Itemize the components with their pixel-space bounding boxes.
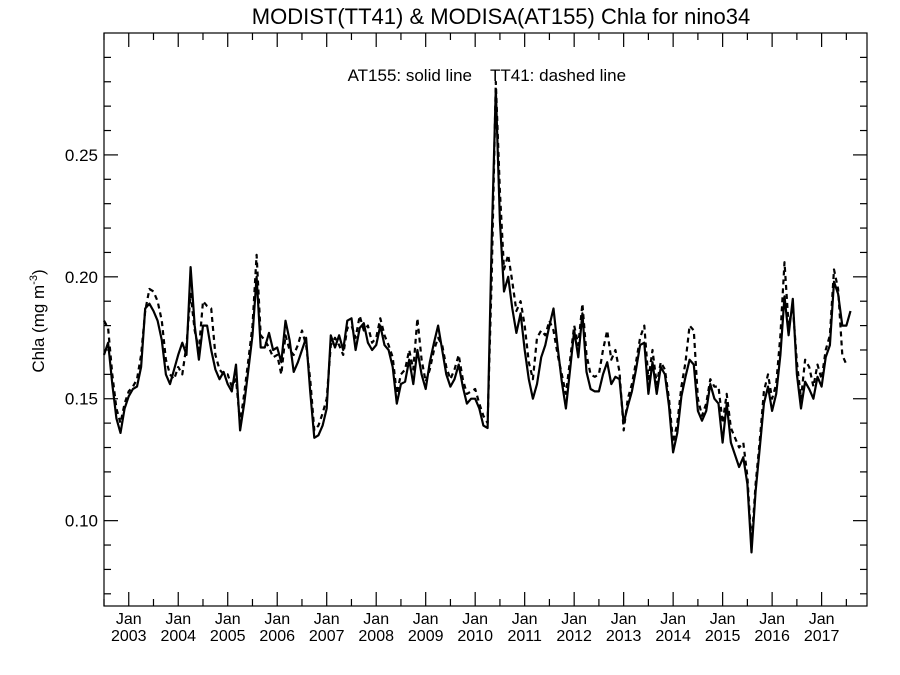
- series-layer: [102, 80, 852, 554]
- x-tick-label-month: Jan: [215, 611, 241, 628]
- x-tick-label-year: 2009: [408, 628, 444, 645]
- x-tick-label-year: 2006: [259, 628, 295, 645]
- y-tick-label: 0.25: [65, 146, 98, 165]
- series-line-tt41: [103, 80, 848, 547]
- y-tick-label: 0.20: [65, 268, 98, 287]
- x-tick-label-month: Jan: [611, 611, 637, 628]
- plot-frame: [103, 32, 868, 607]
- x-tick-label-year: 2008: [358, 628, 394, 645]
- x-tick-label-year: 2011: [507, 628, 542, 645]
- x-tick-label-month: Jan: [165, 611, 191, 628]
- y-axis-label-superscript: -3: [28, 275, 40, 285]
- x-tick-label-month: Jan: [264, 611, 290, 628]
- x-tick-label-year: 2003: [111, 628, 147, 645]
- x-tick-label-year: 2013: [606, 628, 642, 645]
- x-tick-label-month: Jan: [116, 611, 142, 628]
- x-tick-label-month: Jan: [512, 611, 538, 628]
- x-tick-label-year: 2015: [705, 628, 741, 645]
- series-line-at155: [102, 88, 852, 554]
- x-tick-label-year: 2010: [457, 628, 493, 645]
- x-tick-label-month: Jan: [561, 611, 587, 628]
- x-tick-label-month: Jan: [809, 611, 835, 628]
- x-tick-label-year: 2005: [210, 628, 246, 645]
- x-tick-label-year: 2016: [754, 628, 790, 645]
- chart-title: MODIST(TT41) & MODISA(AT155) Chla for ni…: [252, 4, 750, 29]
- x-tick-label-month: Jan: [660, 611, 686, 628]
- dashed-line-annotation: TT41: dashed line: [490, 66, 626, 85]
- x-tick-label-month: Jan: [462, 611, 488, 628]
- solid-line-annotation: AT155: solid line: [348, 66, 472, 85]
- y-axis-label-close: ): [29, 269, 48, 275]
- x-axis-ticks: Jan2003Jan2004Jan2005Jan2006Jan2007Jan20…: [103, 33, 847, 645]
- y-axis-label: Chla (mg m-3): [28, 269, 48, 372]
- x-tick-label-month: Jan: [363, 611, 389, 628]
- y-tick-label: 0.15: [65, 390, 98, 409]
- x-tick-label-month: Jan: [710, 611, 736, 628]
- y-axis-ticks: 0.10 0.15 0.20 0.25: [65, 56, 867, 595]
- x-tick-label-year: 2012: [556, 628, 592, 645]
- x-tick-label-year: 2004: [160, 628, 196, 645]
- x-tick-label-year: 2017: [804, 628, 840, 645]
- x-tick-label-year: 2007: [309, 628, 345, 645]
- x-tick-label-month: Jan: [314, 611, 340, 628]
- x-tick-label-year: 2014: [655, 628, 691, 645]
- y-tick-label: 0.10: [65, 512, 98, 531]
- y-axis-label-main: Chla (mg m: [29, 285, 48, 373]
- x-tick-label-month: Jan: [759, 611, 785, 628]
- x-tick-label-month: Jan: [413, 611, 439, 628]
